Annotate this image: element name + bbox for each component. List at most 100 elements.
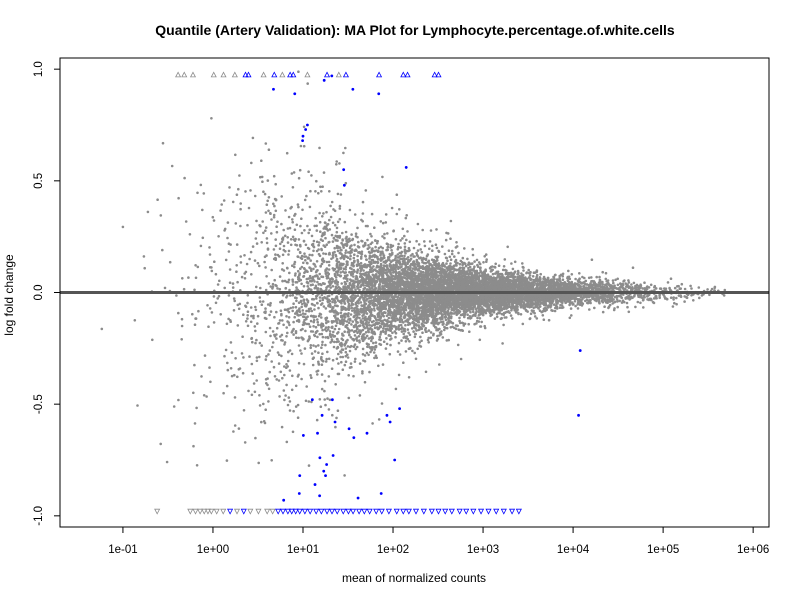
gene-point [234,357,237,360]
gene-point [675,296,678,300]
gene-point [275,310,278,314]
gene-point [550,302,554,305]
gene-point [272,174,276,178]
gene-point [334,254,338,258]
gene-point [270,218,273,221]
gene-point [295,336,298,340]
gene-point [456,343,460,347]
gene-point [233,299,236,303]
gene-point [451,249,454,253]
gene-point [380,402,384,405]
gene-point [278,319,282,322]
gene-point [250,273,253,276]
gene-point [298,168,302,172]
gene-point [311,253,314,257]
gene-point [300,305,304,309]
gene-point [194,317,198,320]
gene-point [297,344,301,347]
gene-point [222,391,225,395]
gene-point [247,389,250,393]
gene-point [344,360,348,364]
gene-point [226,361,229,365]
gene-point [285,326,289,329]
gene-point [294,405,298,408]
gene-point [708,293,711,297]
gene-point [291,218,294,221]
gene-point [281,253,285,257]
gene-point [723,288,727,292]
gene-point [250,161,253,165]
gene-point [302,125,306,129]
gene-point [293,315,297,319]
gene-point [353,307,356,310]
gene-point [297,238,301,241]
gene-point [353,253,356,256]
gene-point [356,294,360,298]
gene-point [181,277,184,280]
gene-point [634,305,637,309]
gene-point [156,198,159,201]
gene-point [386,248,390,252]
gene-point [612,281,615,285]
gene-point [209,380,212,384]
gene-point [275,337,278,340]
gene-point [367,321,371,324]
gene-point [224,348,228,352]
gene-point [294,384,298,388]
gene-point [250,362,254,366]
gene-point [359,320,363,324]
gene-point [242,356,245,359]
gene-point [247,206,251,210]
gene-point [270,360,274,363]
gene-point [340,248,343,252]
gene-point [305,309,308,313]
points-layer [100,70,727,477]
gene-point [202,192,206,195]
gene-point [320,190,323,193]
gene-point [449,262,452,265]
gene-point [426,338,430,342]
gene-point [343,301,346,305]
gene-point [362,359,365,362]
gene-point [245,262,249,266]
gene-point [281,293,285,297]
gene-point [394,270,398,273]
gene-point [525,271,529,274]
gene-point [690,287,693,290]
gene-point [673,286,677,290]
gene-point [666,281,670,284]
gene-point [236,303,240,307]
gene-point [231,282,235,285]
gene-point [424,258,428,262]
gene-point [643,281,646,285]
gene-point [276,220,279,223]
gene-point [310,352,314,355]
gene-point [328,190,331,193]
gene-point [445,262,448,265]
gene-point [324,403,327,407]
gene-point [442,322,445,326]
gene-point [288,288,291,292]
gene-point [299,313,303,317]
gene-point [321,340,324,344]
gene-point [428,247,431,251]
gene-point [389,246,392,249]
gene-point [295,299,298,303]
gene-point [318,332,322,336]
gene-point [195,406,198,410]
gene-point [517,311,520,315]
gene-point [194,264,197,267]
gene-point [364,189,368,192]
gene-point [254,341,257,345]
gene-point [242,313,245,317]
gene-point [374,354,378,358]
gene-point [348,349,352,353]
gene-point [280,268,284,271]
gene-point [330,233,334,237]
gene-point [279,242,282,246]
gene-point [270,268,274,272]
gene-point [275,378,279,381]
gene-point [603,305,606,309]
gene-point [294,305,298,309]
gene-point [353,360,357,363]
